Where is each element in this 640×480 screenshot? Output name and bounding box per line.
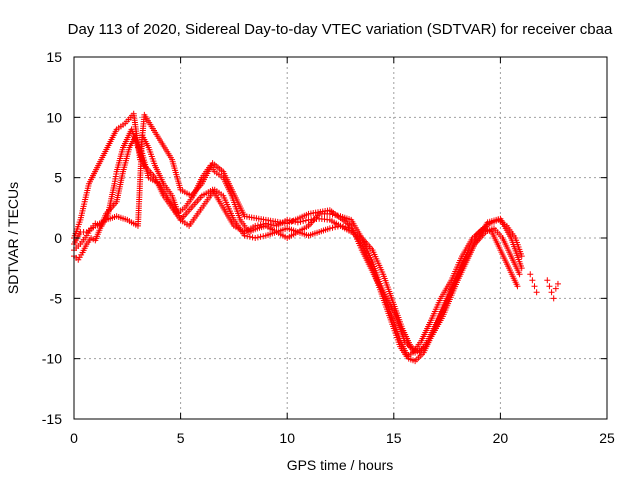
x-tick-label: 25 [599,430,615,446]
data-point [332,224,339,231]
y-tick-label: 5 [54,170,62,186]
y-tick-label: -15 [42,411,62,427]
x-tick-label: 0 [70,430,78,446]
data-point [529,277,536,284]
data-point [552,285,559,292]
data-point [257,233,264,240]
chart-title: Day 113 of 2020, Sidereal Day-to-day VTE… [68,21,613,38]
data-point [518,265,525,272]
data-point [326,225,333,232]
data-point [254,234,261,241]
data-point [546,283,553,290]
x-tick-label: 20 [493,430,509,446]
data-point [260,233,267,240]
data-point [516,271,523,278]
x-axis-label: GPS time / hours [287,457,394,473]
data-marks [71,110,561,365]
data-point [268,221,275,228]
axis-ticks: 0 5 10 15 20 25 -15 -10 -5 0 5 10 15 [42,49,615,446]
data-point [302,217,309,224]
data-point [249,234,256,241]
data-point [544,277,551,284]
x-tick-label: 5 [177,430,185,446]
y-axis-label: SDTVAR / TECUs [5,182,21,294]
y-tick-label: 10 [46,109,62,125]
y-tick-label: 15 [46,49,62,65]
data-point [244,233,251,240]
data-point [554,280,561,287]
grid [74,57,607,419]
data-point [297,218,304,225]
data-point [329,224,336,231]
data-point [518,253,525,260]
y-tick-label: 0 [54,230,62,246]
data-point [531,283,538,290]
data-point [548,289,555,296]
data-point [241,232,248,239]
data-point [270,222,277,229]
data-point [550,295,557,302]
data-point [246,233,253,240]
x-tick-label: 10 [279,430,295,446]
data-point [252,235,259,241]
data-point [527,271,534,278]
data-point [334,223,341,230]
data-point [300,218,307,225]
data-point [533,289,540,296]
y-tick-label: -5 [50,290,63,306]
data-point [514,283,521,290]
x-tick-label: 15 [386,430,402,446]
y-tick-label: -10 [42,351,62,367]
